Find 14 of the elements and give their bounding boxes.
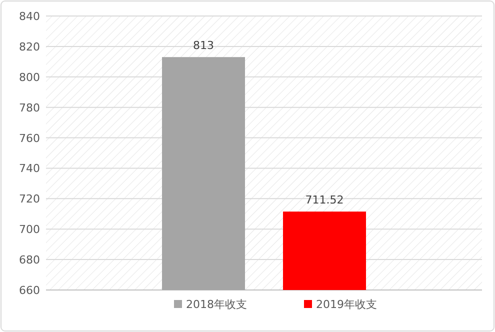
y-tick-label: 660 (19, 284, 40, 297)
legend-label: 2019年收支 (316, 298, 377, 311)
y-tick-label: 680 (19, 254, 40, 267)
y-tick-label: 740 (19, 162, 40, 176)
y-tick-label: 760 (19, 132, 40, 145)
y-tick-label: 820 (19, 40, 40, 54)
data-label: 711.52 (305, 194, 344, 207)
y-tick-label: 840 (19, 10, 40, 23)
legend-label: 2018年收支 (186, 298, 247, 311)
data-label: 813 (193, 39, 214, 52)
y-tick-label: 800 (19, 70, 40, 84)
y-tick-label: 700 (19, 223, 40, 236)
y-tick-label: 720 (19, 192, 40, 206)
y-tick-label: 780 (19, 101, 40, 114)
